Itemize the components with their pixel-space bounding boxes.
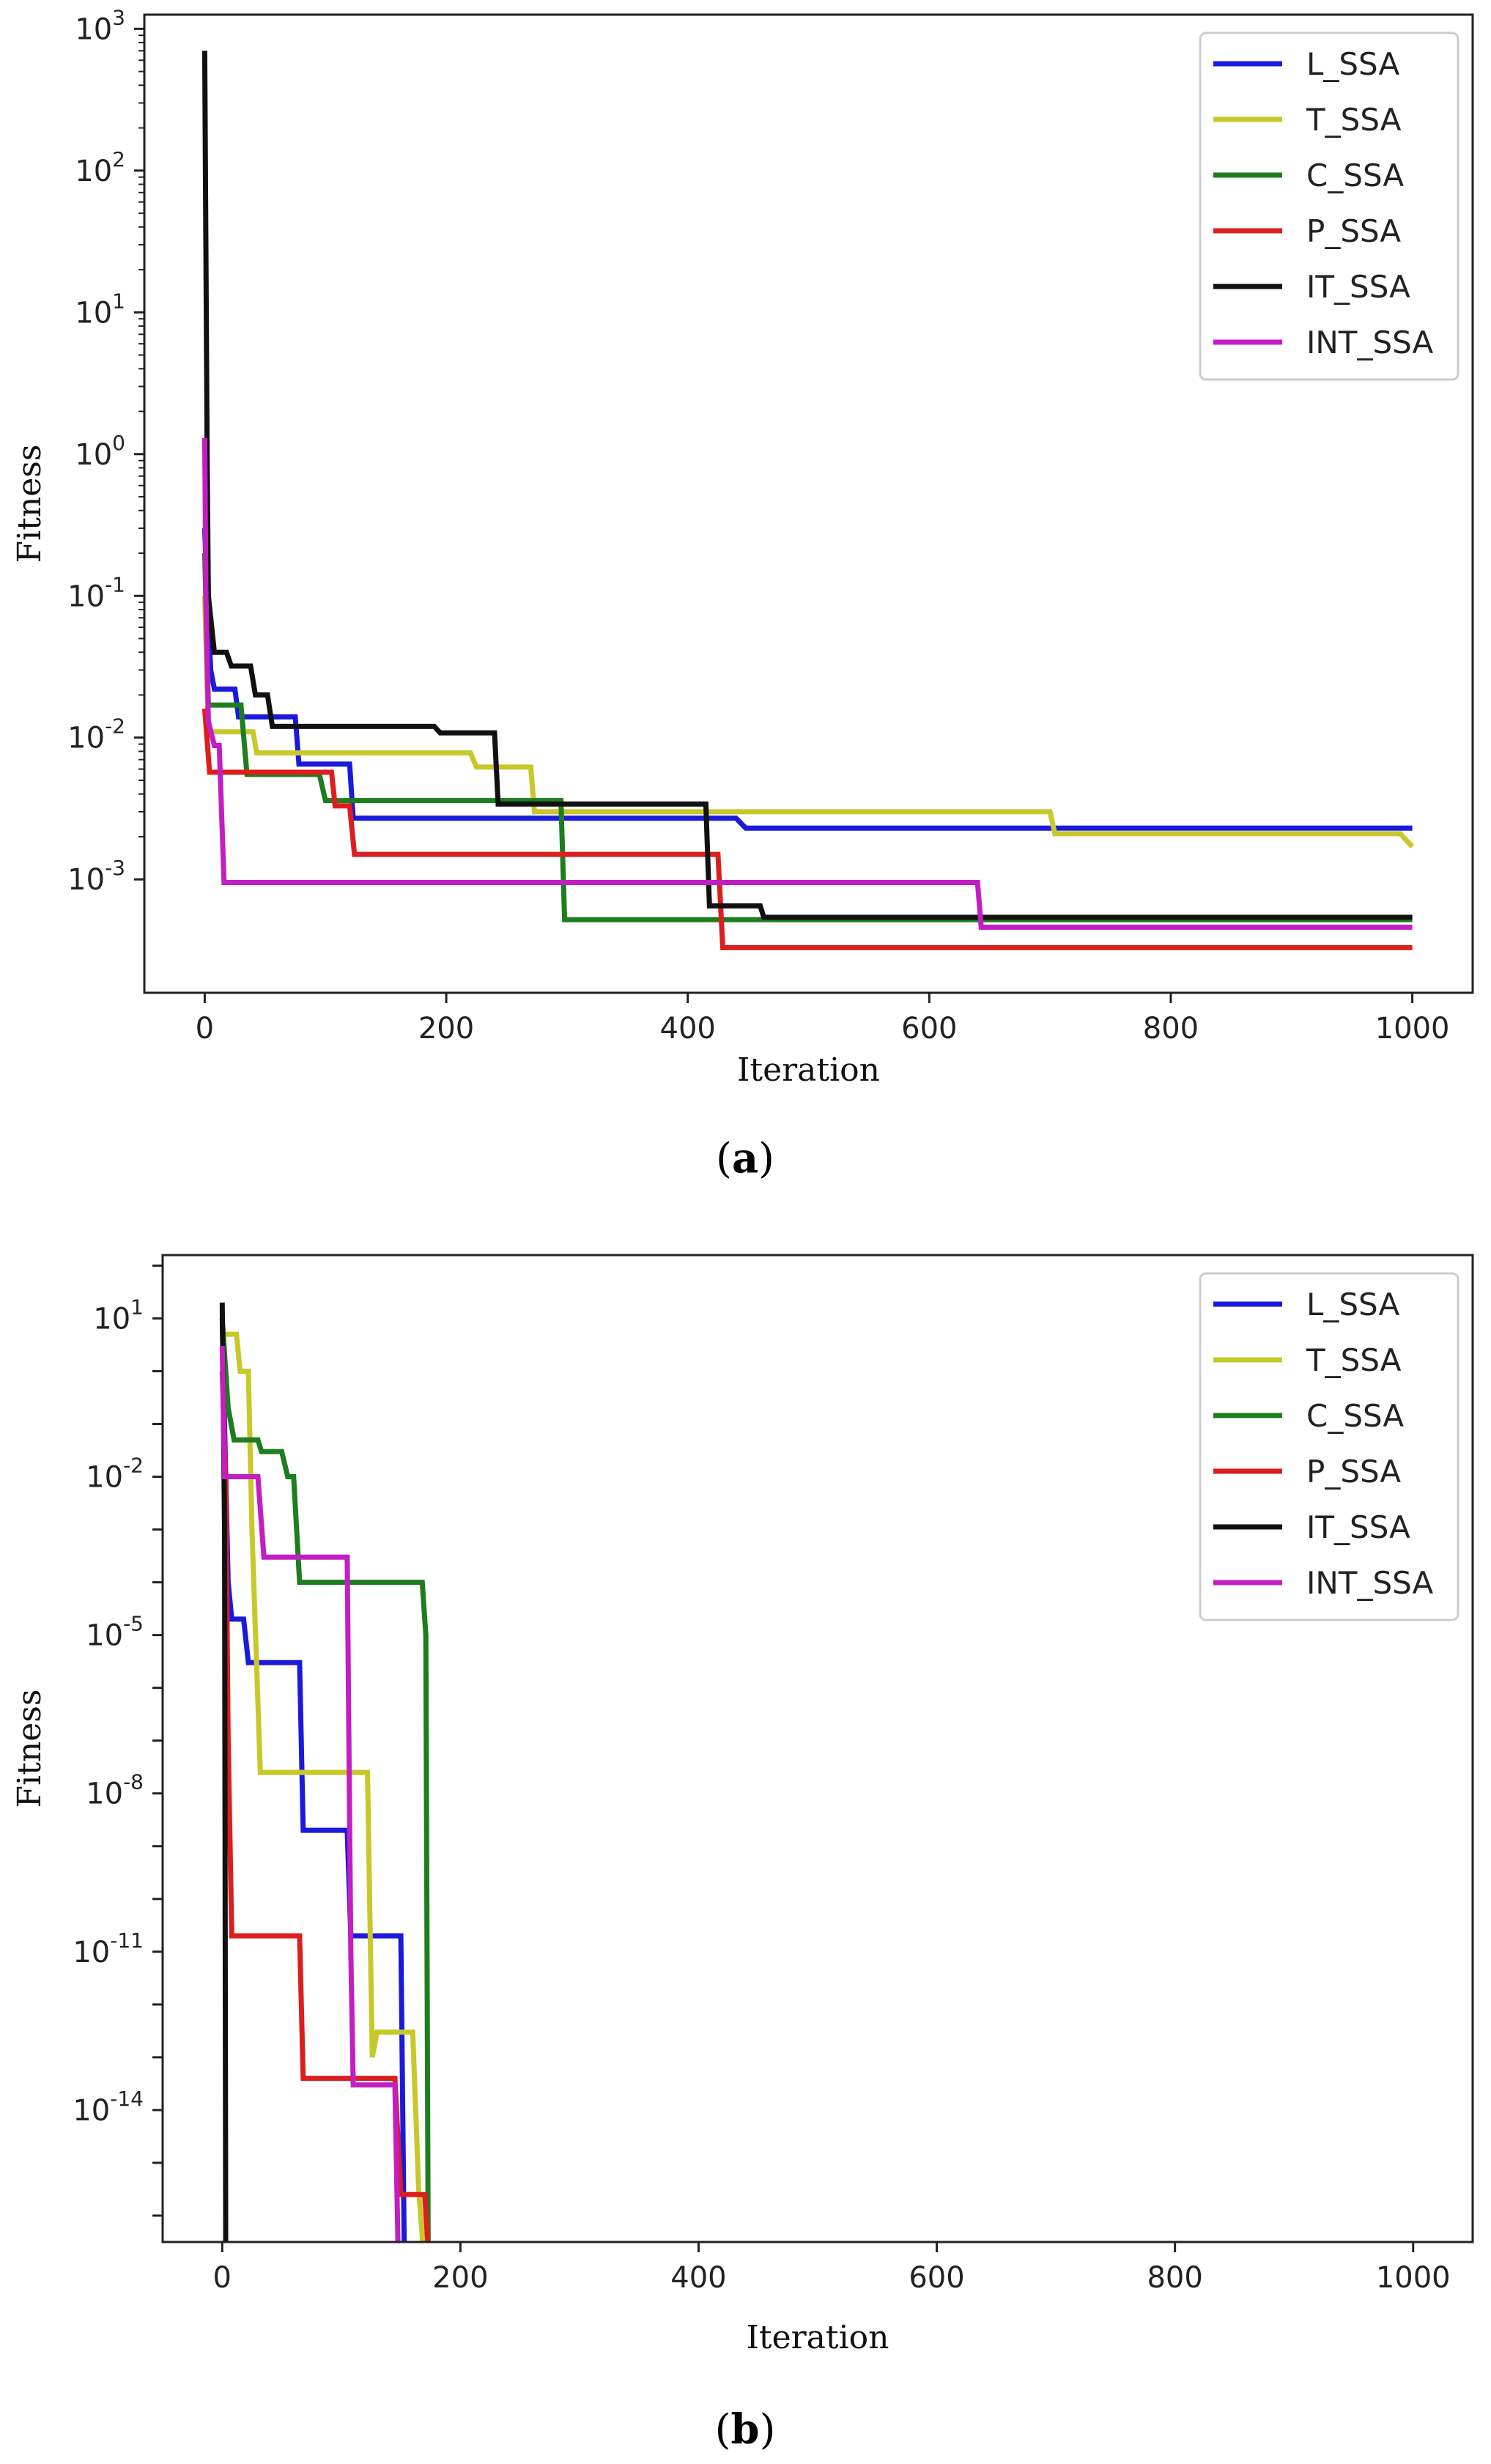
y-tick-label: 10-1 [67, 572, 125, 613]
series-line-p-ssa [219, 1371, 431, 2242]
x-tick-label: 800 [1147, 2261, 1202, 2295]
legend-entry: P_SSA [1306, 1454, 1401, 1490]
y-tick-label: 10-5 [86, 1612, 144, 1653]
y-tick-label: 102 [75, 147, 125, 188]
legend-entry: C_SSA [1306, 1398, 1404, 1434]
legend-entry: L_SSA [1306, 46, 1399, 82]
legend: L_SSA T_SSA C_SSA P_SSA IT_SSA INT_SSA [1199, 1272, 1459, 1621]
legend-entry: L_SSA [1306, 1287, 1399, 1322]
chart-panel-a: 0 200 400 600 800 1000 10-3 10-2 10-1 100 101 102 10… [11, 5, 1474, 1183]
x-tick-label: 400 [660, 1012, 716, 1046]
series-group [201, 51, 1415, 950]
y-tick-label: 10-11 [73, 1928, 144, 1969]
plot-frame [161, 1254, 1474, 2243]
x-tick-label: 200 [418, 1012, 474, 1046]
panel-label: (a) [716, 1134, 774, 1183]
x-tick-label: 0 [196, 1012, 214, 1046]
x-tick-label: 0 [213, 2261, 232, 2295]
y-tick-label: 10-8 [86, 1770, 144, 1811]
x-tick-label: 1000 [1376, 2261, 1451, 2295]
x-tick-label: 1000 [1375, 1012, 1450, 1046]
series-line-l-ssa [201, 528, 1413, 831]
series-line-it-ssa [201, 51, 1413, 920]
panel-label: (b) [715, 2405, 776, 2454]
series-line-c-ssa [219, 1318, 431, 2242]
y-axis-label: Fitness [11, 1690, 48, 1808]
legend-entry: P_SSA [1306, 213, 1401, 249]
series-line-int-ssa [201, 437, 1413, 930]
x-tick-label: 800 [1143, 1012, 1199, 1046]
x-tick-label: 600 [909, 2261, 964, 2295]
y-tick-label: 100 [75, 431, 125, 472]
chart-panel-b: 0 200 400 600 800 1000 10-14 10-11 10-8 10-5 10-2 1… [11, 1254, 1474, 2454]
series-group [219, 1302, 431, 2242]
y-tick-label: 10-3 [67, 856, 125, 897]
plot-frame [143, 13, 1474, 994]
y-tick-label: 101 [93, 1295, 144, 1336]
y-tick-label: 101 [75, 289, 125, 330]
y-tick-label: 10-14 [73, 2087, 144, 2128]
legend-entry: C_SSA [1306, 158, 1404, 193]
series-line-int-ssa [219, 1346, 401, 2242]
x-tick-label: 400 [670, 2261, 726, 2295]
legend: L_SSA T_SSA C_SSA P_SSA IT_SSA INT_SSA [1199, 32, 1459, 381]
series-line-p-ssa [201, 708, 1413, 950]
x-tick-label: 200 [432, 2261, 488, 2295]
legend-entry: INT_SSA [1306, 1565, 1434, 1601]
x-tick-label: 600 [901, 1012, 957, 1046]
legend-entry: T_SSA [1306, 1342, 1402, 1378]
y-tick-label: 10-2 [86, 1454, 144, 1495]
x-axis-label: Iteration [747, 2319, 889, 2356]
legend-entry: IT_SSA [1306, 269, 1410, 305]
legend-entry: T_SSA [1306, 102, 1402, 138]
y-tick-label: 10-2 [67, 714, 125, 755]
y-tick-label: 103 [75, 5, 125, 46]
series-line-t-ssa [222, 1331, 426, 2242]
y-axis-label: Fitness [11, 445, 48, 563]
legend-entry: IT_SSA [1306, 1509, 1410, 1545]
legend-entry: INT_SSA [1306, 325, 1434, 360]
x-axis-label: Iteration [737, 1051, 880, 1089]
